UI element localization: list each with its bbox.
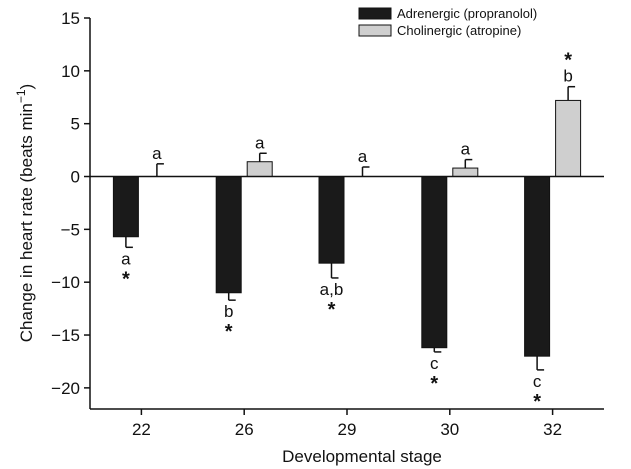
y-axis-title: Change in heart rate (beats min−1) <box>14 84 36 342</box>
y-tick-label: −10 <box>51 273 80 292</box>
significance-letter: a <box>358 147 368 166</box>
x-tick-label: 22 <box>132 420 151 439</box>
y-axis-title-main: Change in heart rate (beats min <box>17 103 36 342</box>
significance-star: * <box>564 50 572 72</box>
x-tick-label: 32 <box>543 420 562 439</box>
bar-adrenergic <box>215 176 242 294</box>
plot-area: a*b*a,b*c* c*aaa ab* <box>112 50 582 413</box>
bar-adrenergic <box>112 176 139 238</box>
x-tick-label: 30 <box>440 420 459 439</box>
x-tick-label: 26 <box>235 420 254 439</box>
legend-swatch-adrenergic <box>358 7 392 20</box>
significance-letter: a <box>461 140 471 159</box>
bar-adrenergic <box>318 176 345 264</box>
axes: 15 10 5 0 −5 −10 −15 −20 22 26 29 30 32 <box>51 9 604 439</box>
y-tick-label: −15 <box>51 326 80 345</box>
y-axis-title-superscript: −1 <box>14 89 28 103</box>
bar-adrenergic <box>421 176 448 349</box>
bar-adrenergic <box>524 176 551 357</box>
y-axis-title-tail: ) <box>17 84 36 90</box>
significance-letter: a <box>255 133 265 152</box>
x-axis-title: Developmental stage <box>282 447 442 466</box>
legend: Adrenergic (propranolol) Cholinergic (atr… <box>358 6 537 38</box>
significance-letter: c <box>533 372 542 391</box>
y-tick-label: 5 <box>71 115 80 134</box>
significance-letter: b <box>563 67 572 86</box>
significance-letter: b <box>224 302 233 321</box>
bar-cholinergic <box>555 99 582 178</box>
y-tick-label: 0 <box>71 168 80 187</box>
x-tick-label: 29 <box>338 420 357 439</box>
legend-swatch-cholinergic <box>358 24 392 37</box>
significance-star: * <box>328 299 336 321</box>
bar-cholinergic <box>452 167 479 178</box>
y-tick-label: −5 <box>61 220 80 239</box>
legend-label-cholinergic: Cholinergic (atropine) <box>397 23 521 38</box>
significance-star: * <box>533 391 541 413</box>
significance-letter: c <box>430 354 439 373</box>
significance-letter: a,b <box>320 280 344 299</box>
y-tick-label: 10 <box>61 62 80 81</box>
y-tick-label: −20 <box>51 379 80 398</box>
significance-letter: a <box>152 144 162 163</box>
significance-letter: a <box>121 249 131 268</box>
y-tick-label: 15 <box>61 9 80 28</box>
bar-cholinergic <box>246 161 273 178</box>
significance-star: * <box>122 268 130 290</box>
significance-star: * <box>430 373 438 395</box>
legend-label-adrenergic: Adrenergic (propranolol) <box>397 6 537 21</box>
significance-star: * <box>225 321 233 343</box>
